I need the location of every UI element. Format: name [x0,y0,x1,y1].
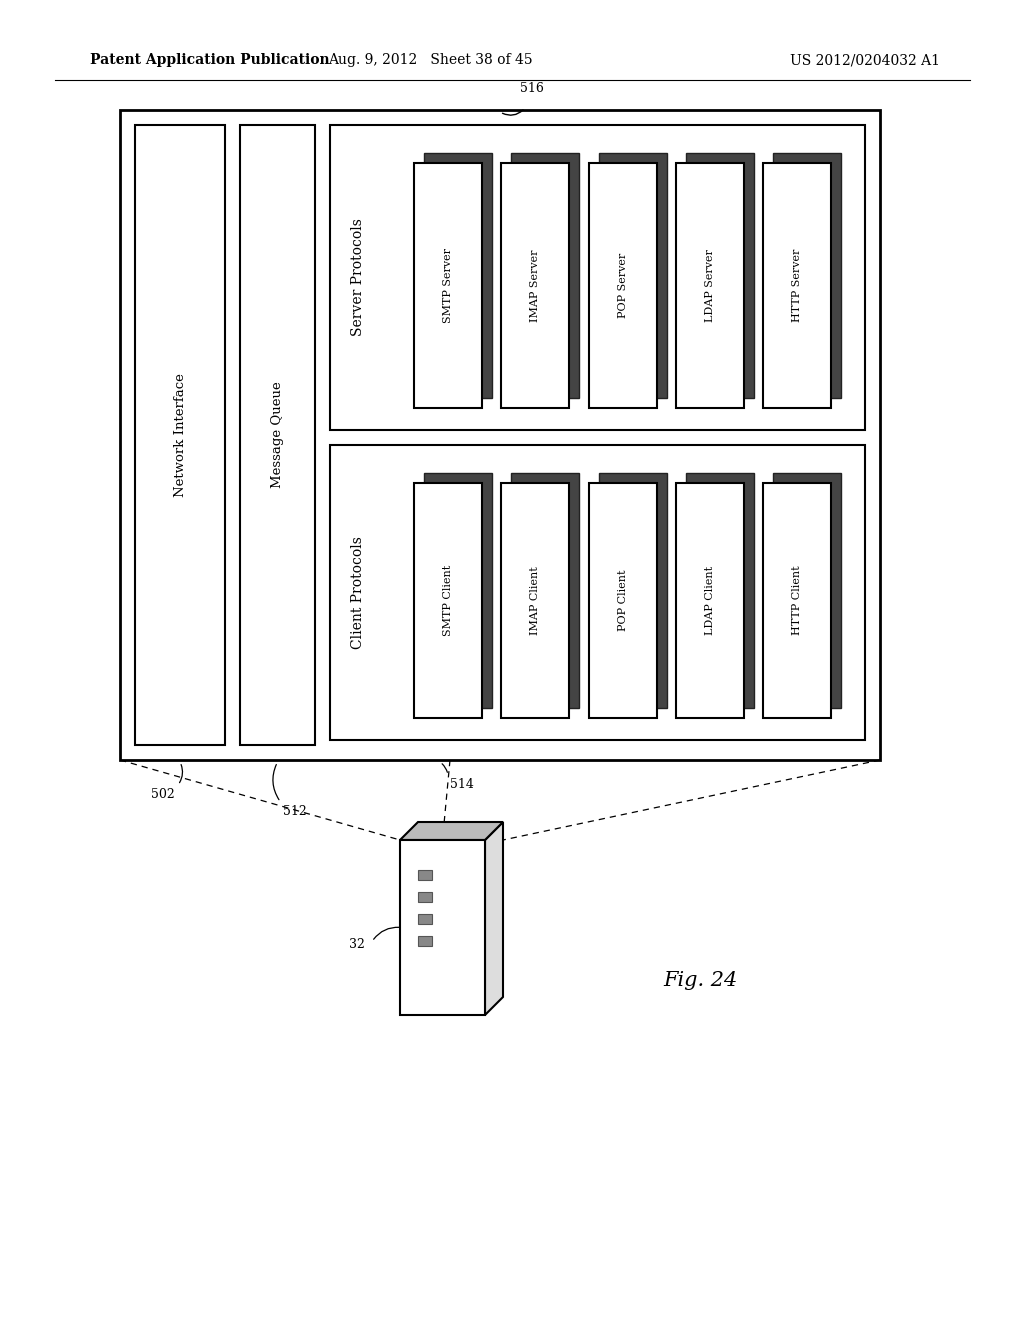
Bar [763,162,830,408]
Text: HTTP Server: HTTP Server [792,248,802,322]
FancyArrowPatch shape [503,110,523,115]
Bar [676,162,743,408]
Text: SMTP Client: SMTP Client [443,565,454,636]
Text: US 2012/0204032 A1: US 2012/0204032 A1 [790,53,940,67]
Text: Network Interface: Network Interface [173,374,186,496]
Text: Patent Application Publication: Patent Application Publication [90,53,330,67]
Bar [418,870,432,880]
Bar [330,125,865,430]
Bar [511,473,580,708]
Bar [414,483,482,718]
Text: 32: 32 [349,939,365,952]
Text: 514: 514 [450,777,474,791]
Text: 502: 502 [152,788,175,801]
FancyArrowPatch shape [179,764,182,783]
Text: Client Protocols: Client Protocols [351,536,365,649]
Bar [424,473,493,708]
Bar [418,892,432,902]
Bar [400,840,485,1015]
Bar [589,162,656,408]
Text: IMAP Client: IMAP Client [530,566,541,635]
Text: 516: 516 [520,82,544,95]
Text: IMAP Server: IMAP Server [530,249,541,322]
Bar [120,110,880,760]
Text: POP Server: POP Server [617,253,628,318]
Text: LDAP Server: LDAP Server [705,249,715,322]
Bar [330,445,865,741]
Bar [418,913,432,924]
Bar [511,153,580,399]
Bar [686,153,754,399]
Bar [418,936,432,946]
Bar [424,153,493,399]
Bar [686,473,754,708]
Text: Fig. 24: Fig. 24 [663,970,737,990]
Text: HTTP Client: HTTP Client [792,566,802,635]
Text: SMTP Server: SMTP Server [443,248,454,323]
Polygon shape [485,822,503,1015]
FancyArrowPatch shape [273,764,279,800]
Text: LDAP Client: LDAP Client [705,566,715,635]
Text: Server Protocols: Server Protocols [351,219,365,337]
Bar [502,162,569,408]
FancyArrowPatch shape [374,927,399,940]
FancyArrowPatch shape [442,764,447,772]
Bar [773,473,841,708]
Text: Aug. 9, 2012   Sheet 38 of 45: Aug. 9, 2012 Sheet 38 of 45 [328,53,532,67]
Bar [598,473,667,708]
Polygon shape [400,822,503,840]
Text: POP Client: POP Client [617,570,628,631]
Bar [414,162,482,408]
Bar [676,483,743,718]
Bar [763,483,830,718]
Bar [773,153,841,399]
Bar [589,483,656,718]
Bar [135,125,225,744]
Bar [502,483,569,718]
Bar [240,125,315,744]
Bar [598,153,667,399]
Text: Message Queue: Message Queue [271,381,284,488]
Text: 512: 512 [283,805,306,818]
